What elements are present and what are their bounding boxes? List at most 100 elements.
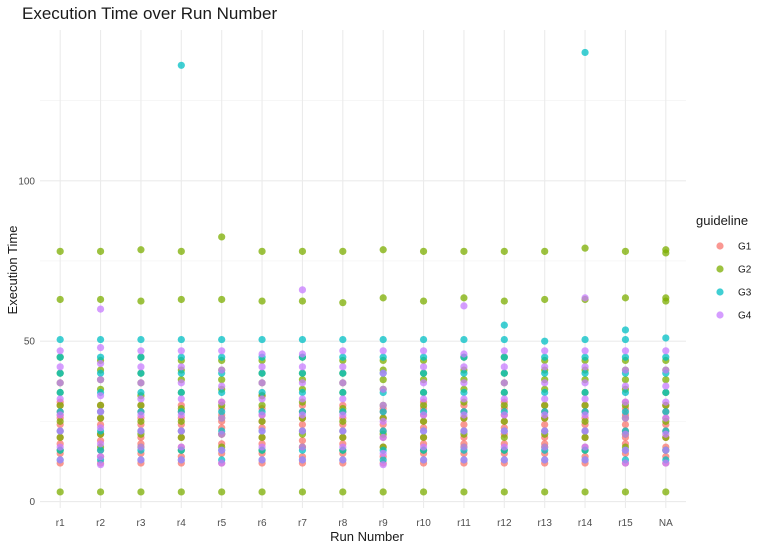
data-point-g4 [460, 302, 468, 310]
data-point-g3 [298, 335, 307, 344]
data-point-g2 [96, 247, 105, 255]
data-point-g4 [258, 443, 266, 451]
data-point-g3 [500, 335, 508, 344]
data-point-g3 [379, 353, 387, 361]
data-point-g2 [500, 297, 508, 305]
data-point-g4 [581, 443, 589, 451]
data-point-g4 [177, 443, 185, 451]
data-point-g4 [541, 411, 549, 419]
data-point-g2 [218, 488, 226, 496]
data-point-g4 [541, 379, 549, 387]
data-point-g4 [96, 461, 105, 469]
data-point-g2 [339, 247, 347, 255]
data-point-g3 [581, 353, 589, 361]
data-point-g2 [258, 247, 266, 255]
data-point-g4 [177, 379, 185, 387]
data-point-g4 [460, 379, 468, 387]
data-point-g4 [500, 363, 508, 371]
data-point-g4 [258, 350, 266, 358]
data-point-g3 [339, 353, 347, 361]
data-point-g4 [96, 408, 105, 416]
data-point-g2 [379, 294, 387, 302]
data-point-g4 [379, 461, 387, 469]
data-point-g2 [419, 401, 428, 409]
data-point-g2 [419, 297, 428, 305]
data-point-g3 [177, 61, 185, 69]
data-point-g4 [218, 366, 226, 374]
y-axis-title: Execution Time [5, 226, 20, 315]
data-point-g4 [621, 398, 630, 406]
legend: guideline G1 G2 G3 G4 [696, 213, 752, 322]
data-point-g4 [621, 366, 630, 374]
data-point-g3 [379, 408, 387, 416]
data-point-g4 [460, 411, 468, 419]
data-point-g4 [541, 427, 549, 435]
data-point-g4 [137, 347, 145, 355]
data-point-g3 [137, 335, 145, 344]
data-point-g4 [177, 395, 185, 403]
data-point-g4 [662, 347, 670, 355]
data-point-g4 [298, 350, 307, 358]
data-point-g4 [419, 363, 428, 371]
data-point-g2 [581, 488, 589, 496]
data-point-g4 [339, 363, 347, 371]
data-point-g2 [500, 417, 508, 425]
data-point-g4 [56, 395, 64, 403]
data-point-g4 [96, 360, 105, 368]
data-point-g4 [96, 392, 105, 400]
data-point-g2 [541, 401, 549, 409]
data-point-g2 [218, 233, 226, 241]
data-point-g3 [177, 388, 185, 397]
data-point-g4 [581, 294, 589, 302]
data-point-g2 [137, 488, 145, 496]
x-tick-label: r7 [298, 518, 307, 529]
data-point-g4 [218, 459, 226, 467]
data-point-g3 [137, 353, 145, 361]
x-tick-label: r6 [258, 518, 267, 529]
data-point-g4 [339, 443, 347, 451]
data-point-g2 [419, 247, 428, 255]
data-point-g3 [96, 369, 105, 377]
data-point-g2 [177, 433, 185, 442]
data-point-g2 [460, 247, 468, 255]
data-point-g4 [96, 305, 105, 313]
data-point-g1 [298, 437, 307, 445]
legend-label-g4: G4 [738, 311, 752, 322]
data-point-g2 [621, 488, 630, 496]
data-point-g3 [460, 369, 468, 377]
data-point-g4 [662, 446, 670, 454]
data-point-g3 [96, 353, 105, 361]
data-point-g3 [662, 408, 670, 416]
data-point-g3 [581, 369, 589, 377]
data-point-g4 [662, 382, 670, 390]
data-point-g4 [258, 427, 266, 435]
data-point-g4 [56, 411, 64, 419]
data-point-g2 [298, 488, 307, 496]
data-point-g4 [56, 379, 64, 387]
data-point-g3 [177, 369, 185, 377]
data-point-g2 [258, 417, 266, 425]
data-point-g3 [500, 353, 508, 361]
data-point-g3 [177, 353, 185, 361]
data-point-g3 [621, 388, 630, 397]
legend-key-g3 [716, 288, 724, 296]
x-tick-label: r11 [457, 518, 471, 529]
data-point-g3 [419, 388, 428, 397]
data-point-g2 [258, 433, 266, 442]
x-tick-label: r2 [96, 518, 105, 529]
x-tick-label: r5 [217, 518, 226, 529]
data-point-g2 [177, 247, 185, 255]
data-point-g4 [177, 427, 185, 435]
data-point-g3 [137, 369, 145, 377]
legend-label-g2: G2 [738, 265, 752, 276]
data-point-g3 [419, 369, 428, 377]
data-point-g4 [218, 347, 226, 355]
data-point-g2 [56, 417, 64, 425]
data-point-g1 [621, 420, 630, 429]
data-point-g3 [339, 388, 347, 397]
legend-key-g2 [716, 265, 724, 273]
data-point-g3 [460, 335, 468, 344]
data-point-g2 [460, 488, 468, 496]
data-point-g3 [339, 369, 347, 377]
data-point-g4 [137, 363, 145, 371]
